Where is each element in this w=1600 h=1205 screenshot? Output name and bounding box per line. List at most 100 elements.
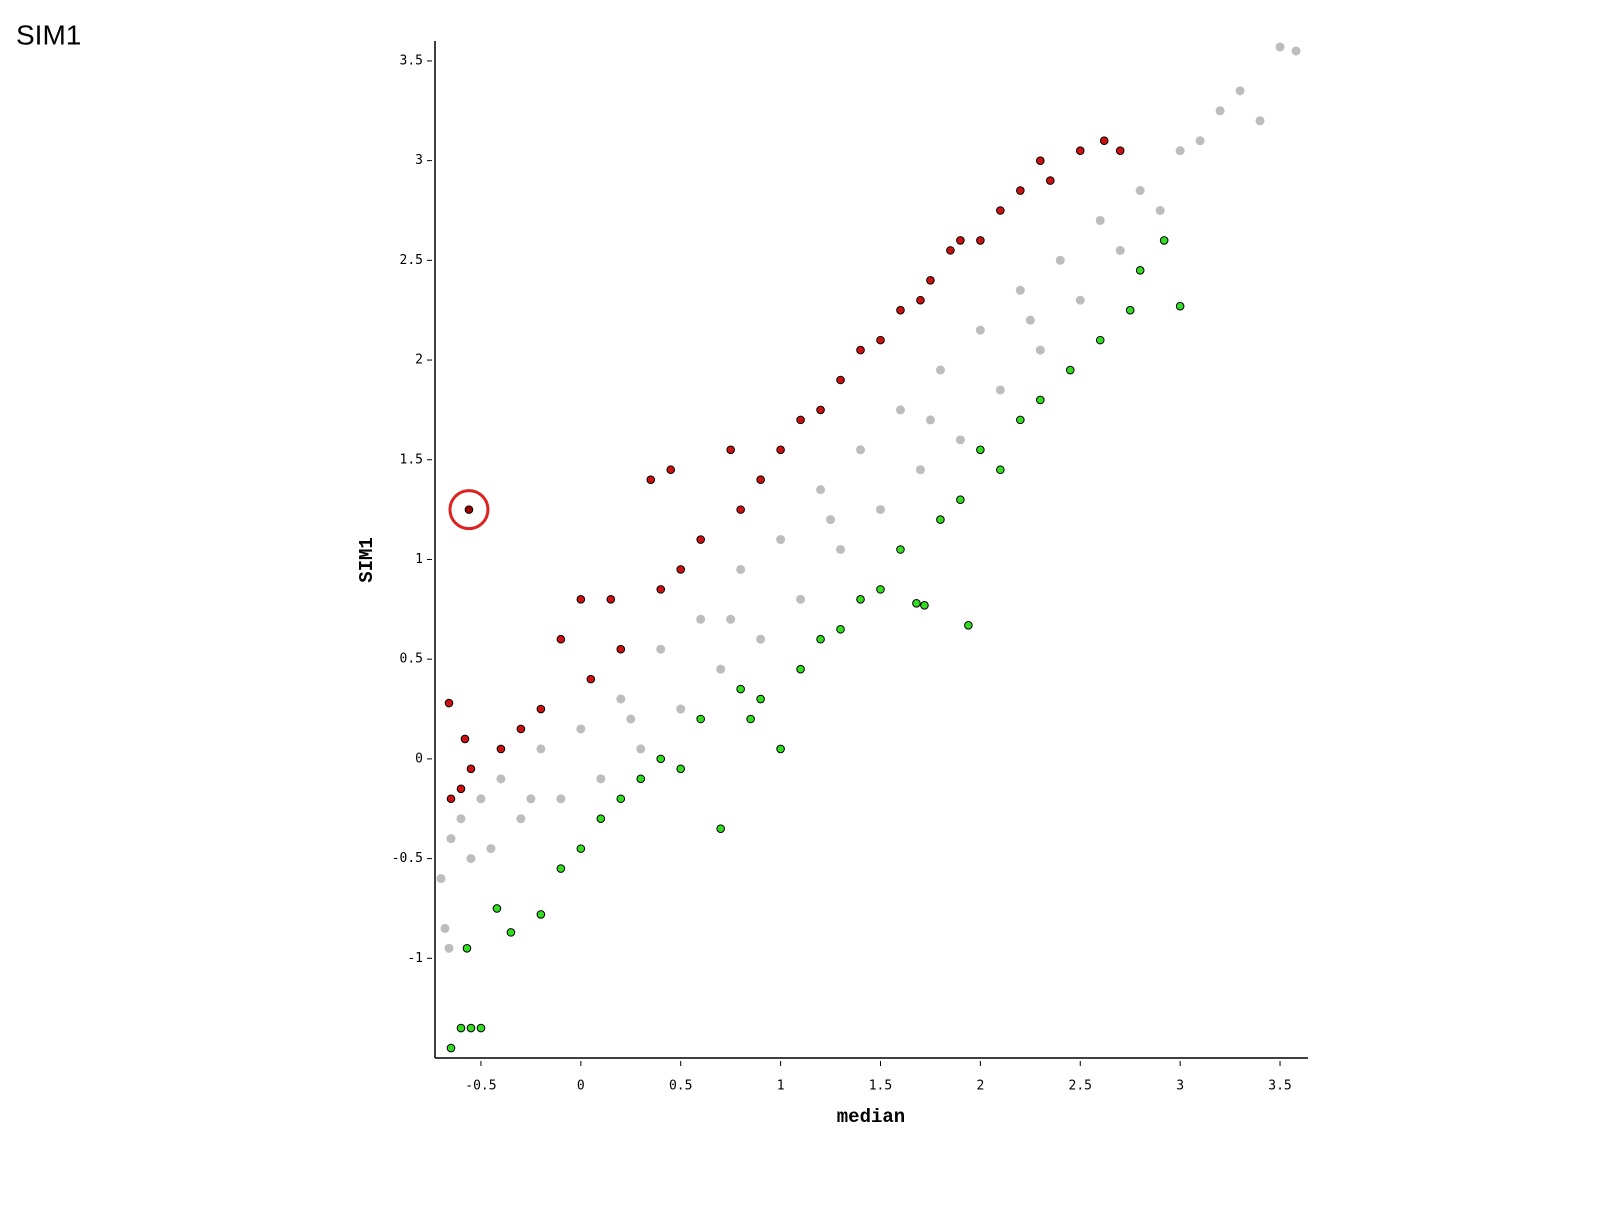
point — [1075, 146, 1085, 155]
x-tick-label: 2.5 — [1069, 1079, 1092, 1094]
x-tick-label: 1.5 — [869, 1079, 892, 1094]
highlight-ring — [448, 489, 490, 531]
x-axis-title: median — [837, 1106, 905, 1128]
point — [796, 594, 806, 604]
point — [1125, 305, 1135, 315]
point — [466, 854, 476, 864]
point — [975, 325, 985, 335]
point — [856, 595, 865, 604]
point — [946, 246, 955, 255]
point — [666, 465, 676, 475]
point — [466, 1023, 476, 1033]
point — [496, 774, 506, 784]
point — [606, 595, 616, 604]
page-title: SIM1 — [16, 19, 81, 50]
point — [816, 485, 826, 495]
point — [1065, 365, 1075, 375]
point — [676, 565, 686, 574]
point — [956, 495, 965, 504]
point — [756, 634, 766, 644]
point — [646, 475, 656, 485]
point — [616, 644, 626, 654]
point — [466, 764, 476, 774]
y-axis-title: SIM1 — [356, 537, 378, 583]
point — [444, 698, 454, 708]
point — [464, 505, 474, 514]
x-tick-label: 3 — [1176, 1079, 1184, 1094]
point — [955, 435, 965, 445]
point — [656, 754, 666, 764]
point — [1291, 46, 1301, 56]
point — [440, 923, 450, 933]
point — [1255, 116, 1265, 126]
point — [656, 644, 666, 654]
point — [506, 928, 516, 937]
point — [836, 545, 846, 554]
point — [836, 375, 845, 385]
point — [716, 824, 725, 833]
point — [462, 944, 472, 953]
point — [436, 874, 446, 884]
point — [1095, 215, 1105, 225]
point — [816, 634, 825, 644]
point — [736, 505, 745, 514]
point — [916, 295, 925, 305]
point — [716, 664, 726, 674]
point — [626, 714, 636, 724]
point — [756, 694, 765, 704]
point — [996, 206, 1005, 215]
point — [556, 634, 566, 644]
point — [1215, 106, 1225, 116]
point — [456, 814, 466, 824]
point — [736, 684, 745, 694]
point — [576, 844, 586, 853]
point — [460, 734, 470, 744]
point — [964, 620, 973, 630]
point — [1095, 335, 1105, 345]
y-tick-label: 0 — [415, 751, 423, 766]
point — [875, 505, 885, 515]
point — [976, 236, 985, 245]
point — [556, 864, 566, 873]
point — [1195, 136, 1205, 146]
point — [856, 445, 866, 455]
point — [935, 365, 945, 375]
point — [936, 515, 945, 524]
point — [536, 704, 546, 714]
point — [776, 744, 785, 754]
point — [576, 595, 586, 604]
point — [446, 1043, 456, 1053]
point — [856, 345, 865, 355]
point — [1159, 236, 1169, 245]
point — [956, 236, 965, 245]
x-tick-label: 3.5 — [1268, 1079, 1291, 1094]
point — [876, 585, 885, 594]
point — [556, 794, 566, 804]
point — [726, 445, 735, 455]
point — [925, 415, 935, 425]
point — [636, 744, 646, 754]
point — [896, 305, 905, 315]
point — [636, 774, 646, 784]
point — [1115, 146, 1125, 155]
point — [726, 614, 736, 624]
point — [656, 585, 666, 594]
point — [1036, 395, 1045, 405]
point — [736, 564, 746, 574]
point — [1016, 415, 1025, 425]
point — [596, 814, 606, 824]
x-tick-label: -0.5 — [465, 1079, 496, 1094]
point — [895, 405, 905, 415]
point — [746, 714, 755, 724]
point — [1025, 315, 1035, 325]
y-tick-label: 1 — [415, 552, 423, 567]
point — [1075, 295, 1085, 305]
point — [976, 445, 985, 455]
point — [996, 465, 1005, 475]
point — [1135, 186, 1145, 196]
point — [676, 704, 686, 714]
point — [926, 275, 935, 285]
x-tick-label: 2 — [976, 1079, 984, 1094]
